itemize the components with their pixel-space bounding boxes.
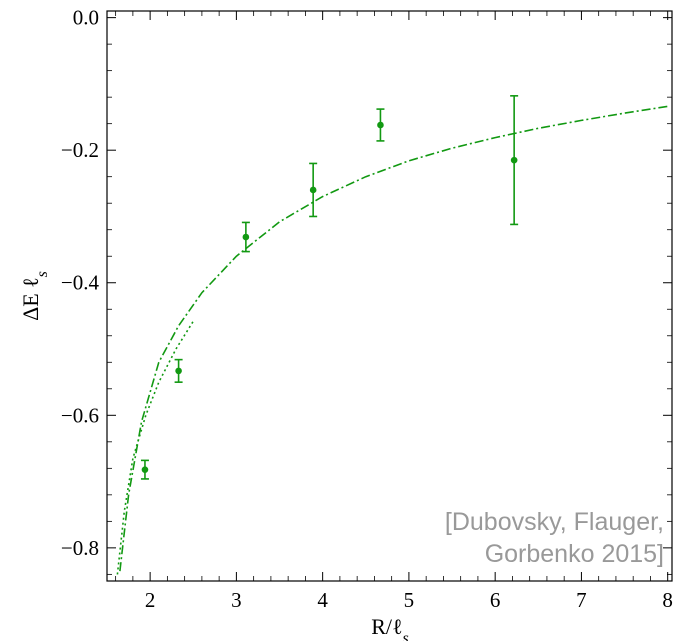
- x-tick-label: 7: [576, 588, 587, 612]
- axis-tick-labels: 2 3 4 5 6 7 8 0.0 −0.2 −0.4 −0.6 −0.8: [61, 6, 673, 612]
- fit-curve-dotted: [116, 320, 194, 575]
- y-tick-label: −0.2: [61, 138, 99, 162]
- data-point: [242, 233, 250, 241]
- x-tick-label: 6: [490, 588, 501, 612]
- y-tick-label: −0.8: [61, 536, 99, 560]
- x-tick-label: 3: [231, 588, 242, 612]
- data-points: [140, 95, 519, 480]
- x-tick-label: 8: [662, 588, 673, 612]
- y-tick-label: −0.4: [61, 271, 100, 295]
- credit-annotation-line-2: Gorbenko 2015]: [485, 540, 664, 568]
- data-point: [141, 466, 149, 473]
- data-point: [377, 121, 384, 129]
- x-tick-label: 5: [404, 588, 415, 612]
- fit-curves: [116, 105, 668, 575]
- x-axis-title: R/ℓs: [371, 614, 409, 641]
- fit-curve-dash-dot: [119, 105, 668, 572]
- data-point: [510, 156, 518, 164]
- y-tick-label: 0.0: [73, 6, 99, 30]
- data-point: [175, 367, 182, 375]
- axis-ticks: [107, 11, 672, 581]
- y-axis-title: ΔE ℓs: [18, 271, 51, 321]
- data-point: [309, 186, 317, 194]
- credit-annotation-line-1: [Dubovsky, Flauger,: [445, 508, 664, 536]
- plot-frame: [106, 10, 673, 582]
- x-tick-label: 2: [145, 588, 156, 612]
- y-tick-label: −0.6: [61, 403, 99, 427]
- x-tick-label: 4: [317, 588, 328, 612]
